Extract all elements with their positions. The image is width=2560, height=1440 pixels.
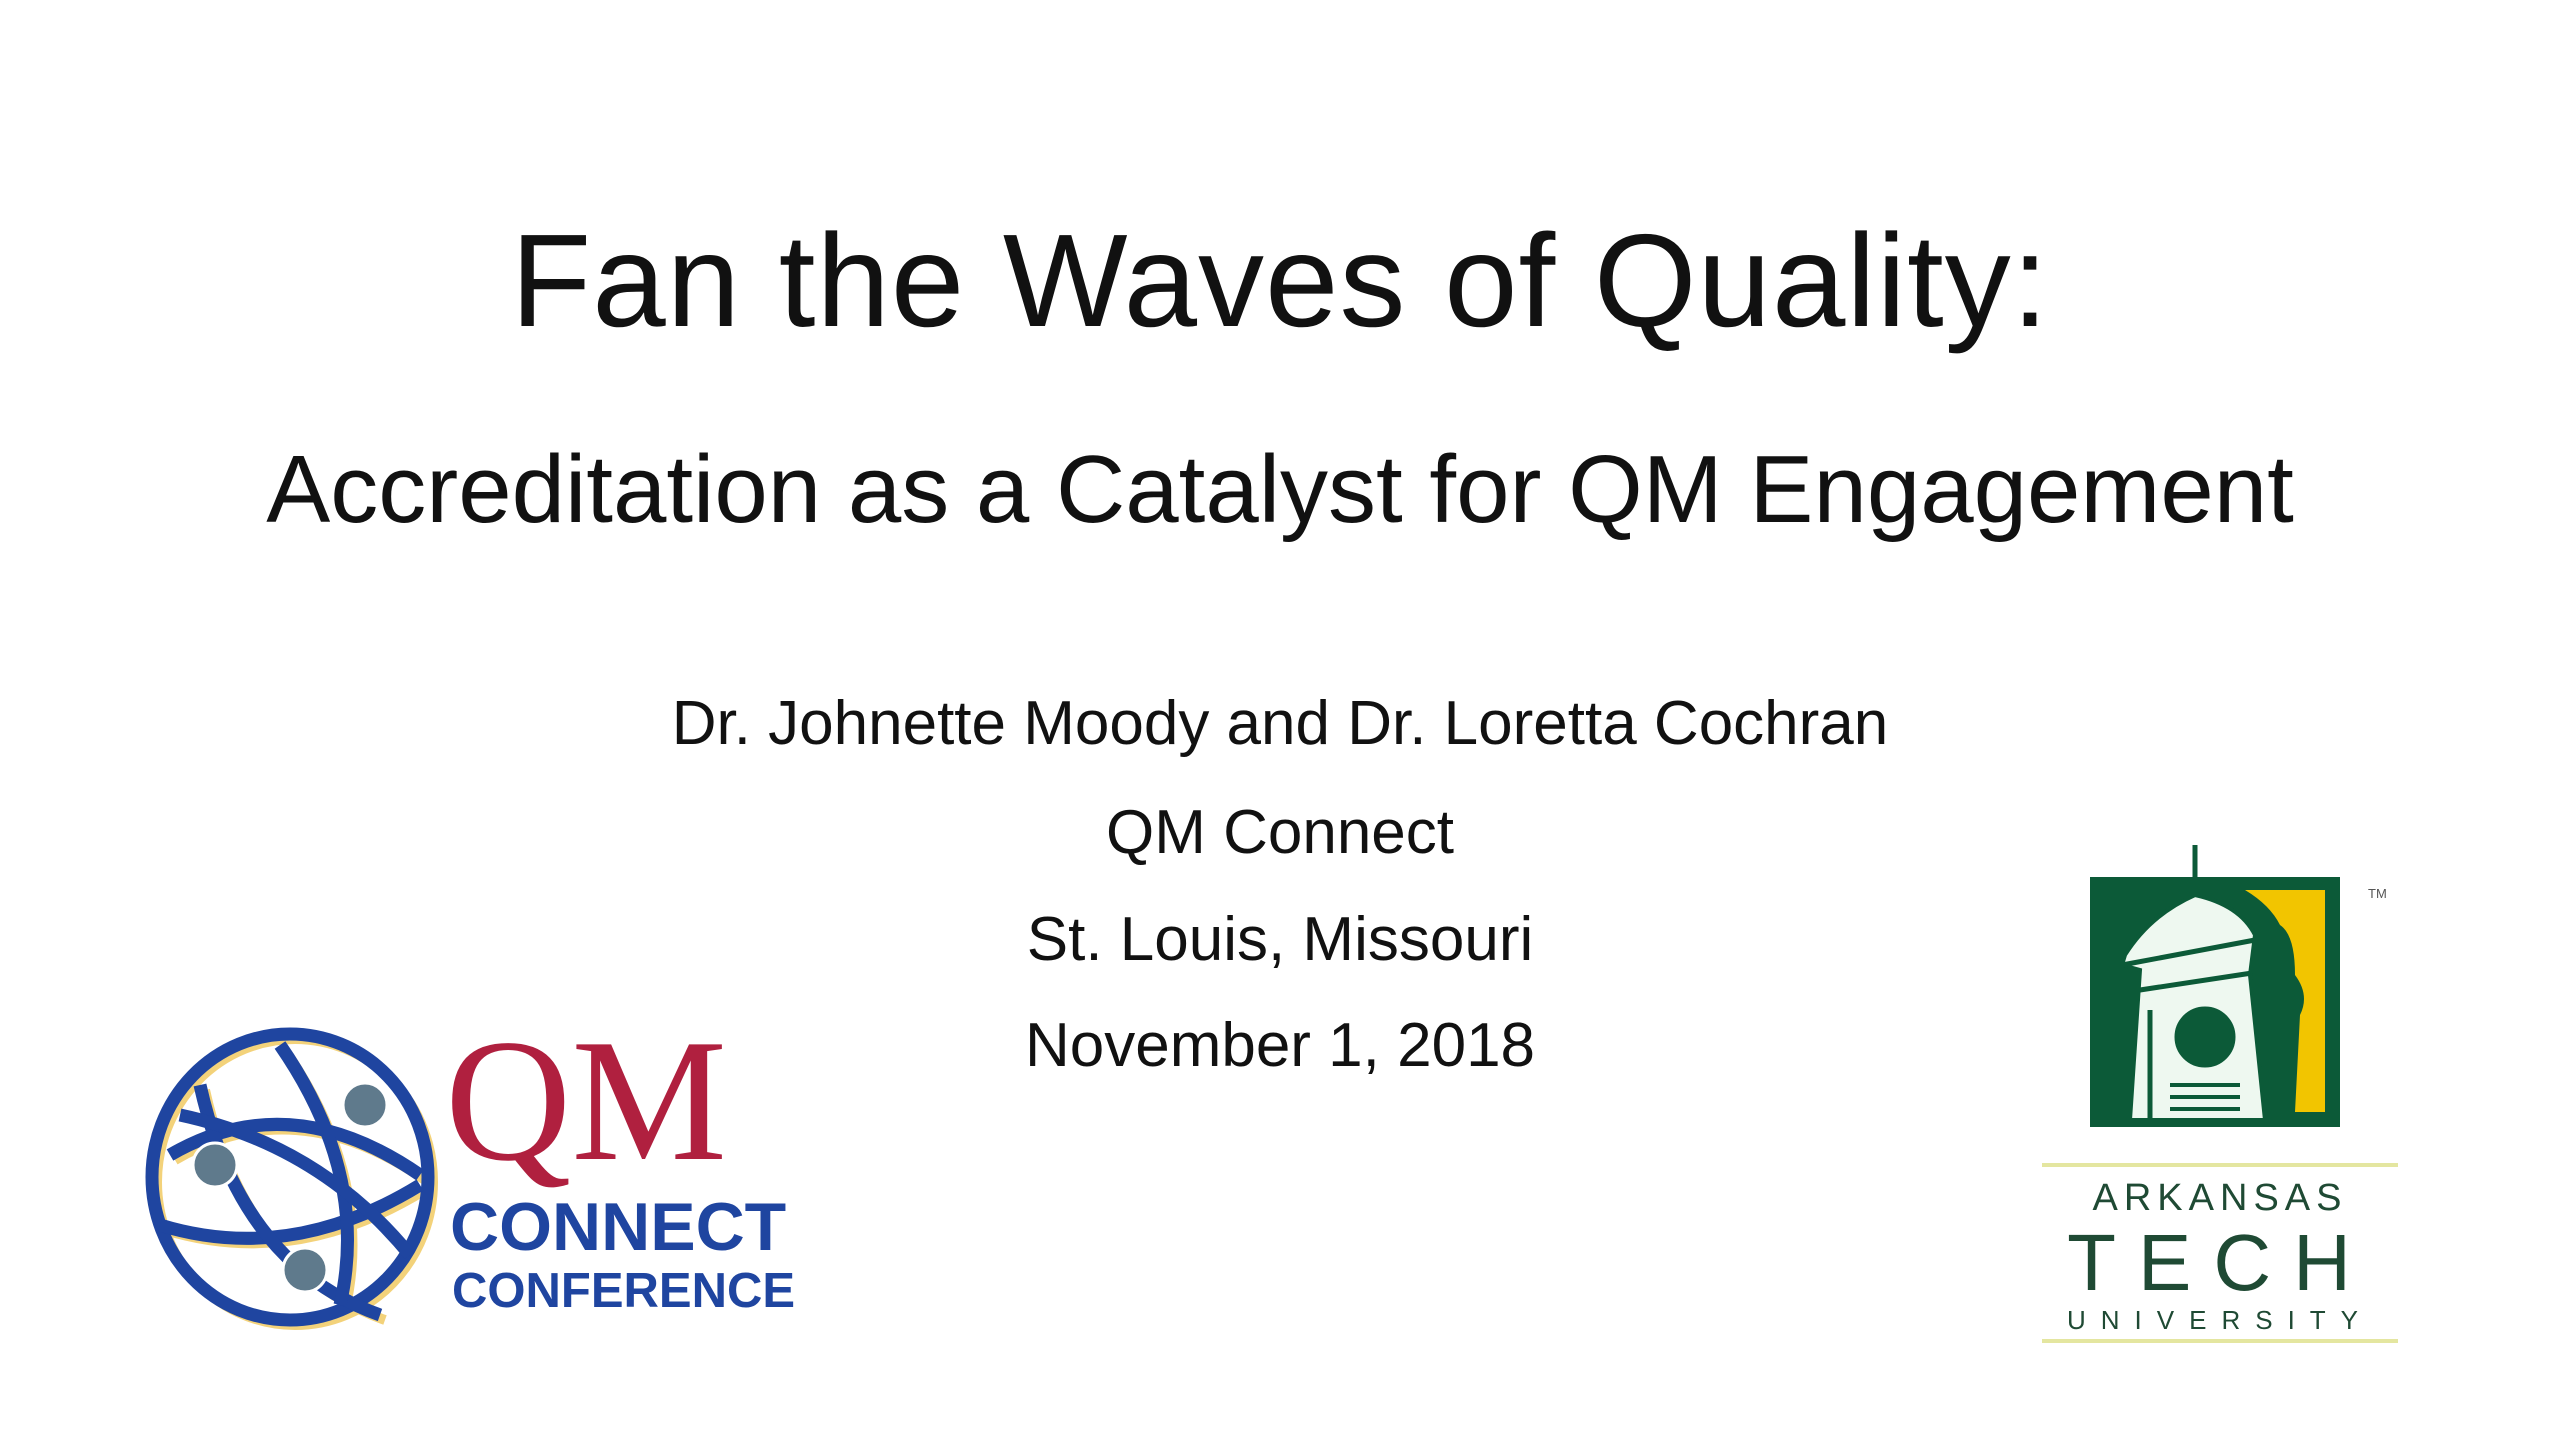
divider-bottom <box>2042 1339 2398 1343</box>
trademark-mark: TM <box>2368 886 2387 901</box>
qm-wordmark: QM <box>445 1003 727 1197</box>
slide-subtitle: Accreditation as a Catalyst for QM Engag… <box>266 436 2294 543</box>
atu-arkansas-text: ARKANSAS <box>2092 1177 2348 1219</box>
location: St. Louis, Missouri <box>1026 905 1534 974</box>
presenters: Dr. Johnette Moody and Dr. Loretta Cochr… <box>671 689 1889 758</box>
atu-university-text: UNIVERSITY <box>2066 1305 2374 1335</box>
divider-top <box>2042 1163 2398 1167</box>
qm-connect-logo: QM CONNECT CONFERENCE <box>140 1013 840 1335</box>
date: November 1, 2018 <box>1024 1011 1536 1080</box>
arkansas-tech-logo: TM ARKANSAS TECH UNIVERSITY <box>2030 845 2410 1350</box>
globe-network-icon <box>145 1027 438 1330</box>
event-name: QM Connect <box>1105 798 1455 867</box>
slide-title: Fan the Waves of Quality: <box>510 207 2050 354</box>
bell-tower-icon <box>2090 845 2340 1127</box>
qm-connect-text: CONNECT <box>450 1189 787 1265</box>
qm-conference-text: CONFERENCE <box>452 1264 796 1318</box>
atu-tech-text: TECH <box>2067 1218 2373 1307</box>
